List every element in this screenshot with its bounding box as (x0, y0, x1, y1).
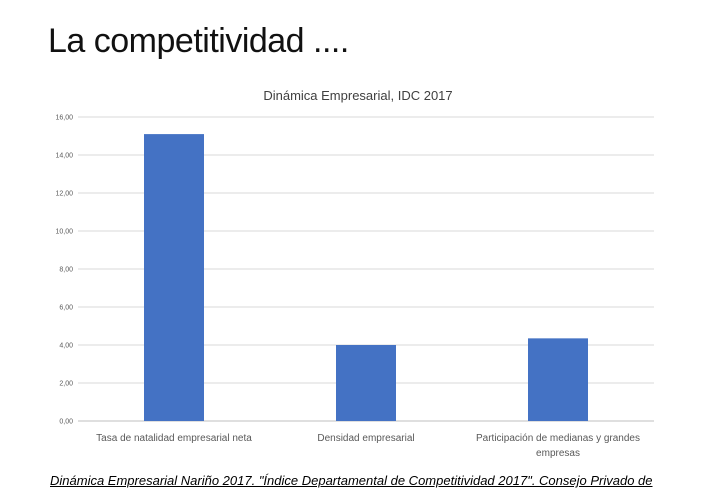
y-tick-label: 6,00 (59, 305, 73, 312)
y-axis-ticks: 0,00 2,00 4,00 6,00 8,00 10,00 12,00 14,00 16,00 (55, 115, 73, 426)
x-axis-labels: Tasa de natalidad empresarial neta Densid… (96, 433, 640, 459)
x-category-label: Participación de medianas y grandes (476, 433, 640, 444)
source-caption: Dinámica Empresarial Nariño 2017. "Índic… (50, 473, 653, 488)
x-category-label: empresas (536, 448, 580, 459)
y-tick-label: 0,00 (59, 419, 73, 426)
y-tick-label: 10,00 (55, 229, 73, 236)
y-tick-label: 2,00 (59, 381, 73, 388)
bars (144, 134, 588, 421)
bar (144, 134, 204, 421)
y-tick-label: 16,00 (55, 115, 73, 122)
x-category-label: Tasa de natalidad empresarial neta (96, 433, 252, 444)
y-tick-label: 12,00 (55, 191, 73, 198)
y-tick-label: 4,00 (59, 343, 73, 350)
bar (336, 345, 396, 421)
chart-title: Dinámica Empresarial, IDC 2017 (263, 88, 452, 103)
y-tick-label: 14,00 (55, 153, 73, 160)
bar (528, 338, 588, 421)
x-category-label: Densidad empresarial (317, 433, 414, 444)
slide-title: La competitividad .... (48, 22, 349, 60)
y-tick-label: 8,00 (59, 267, 73, 274)
